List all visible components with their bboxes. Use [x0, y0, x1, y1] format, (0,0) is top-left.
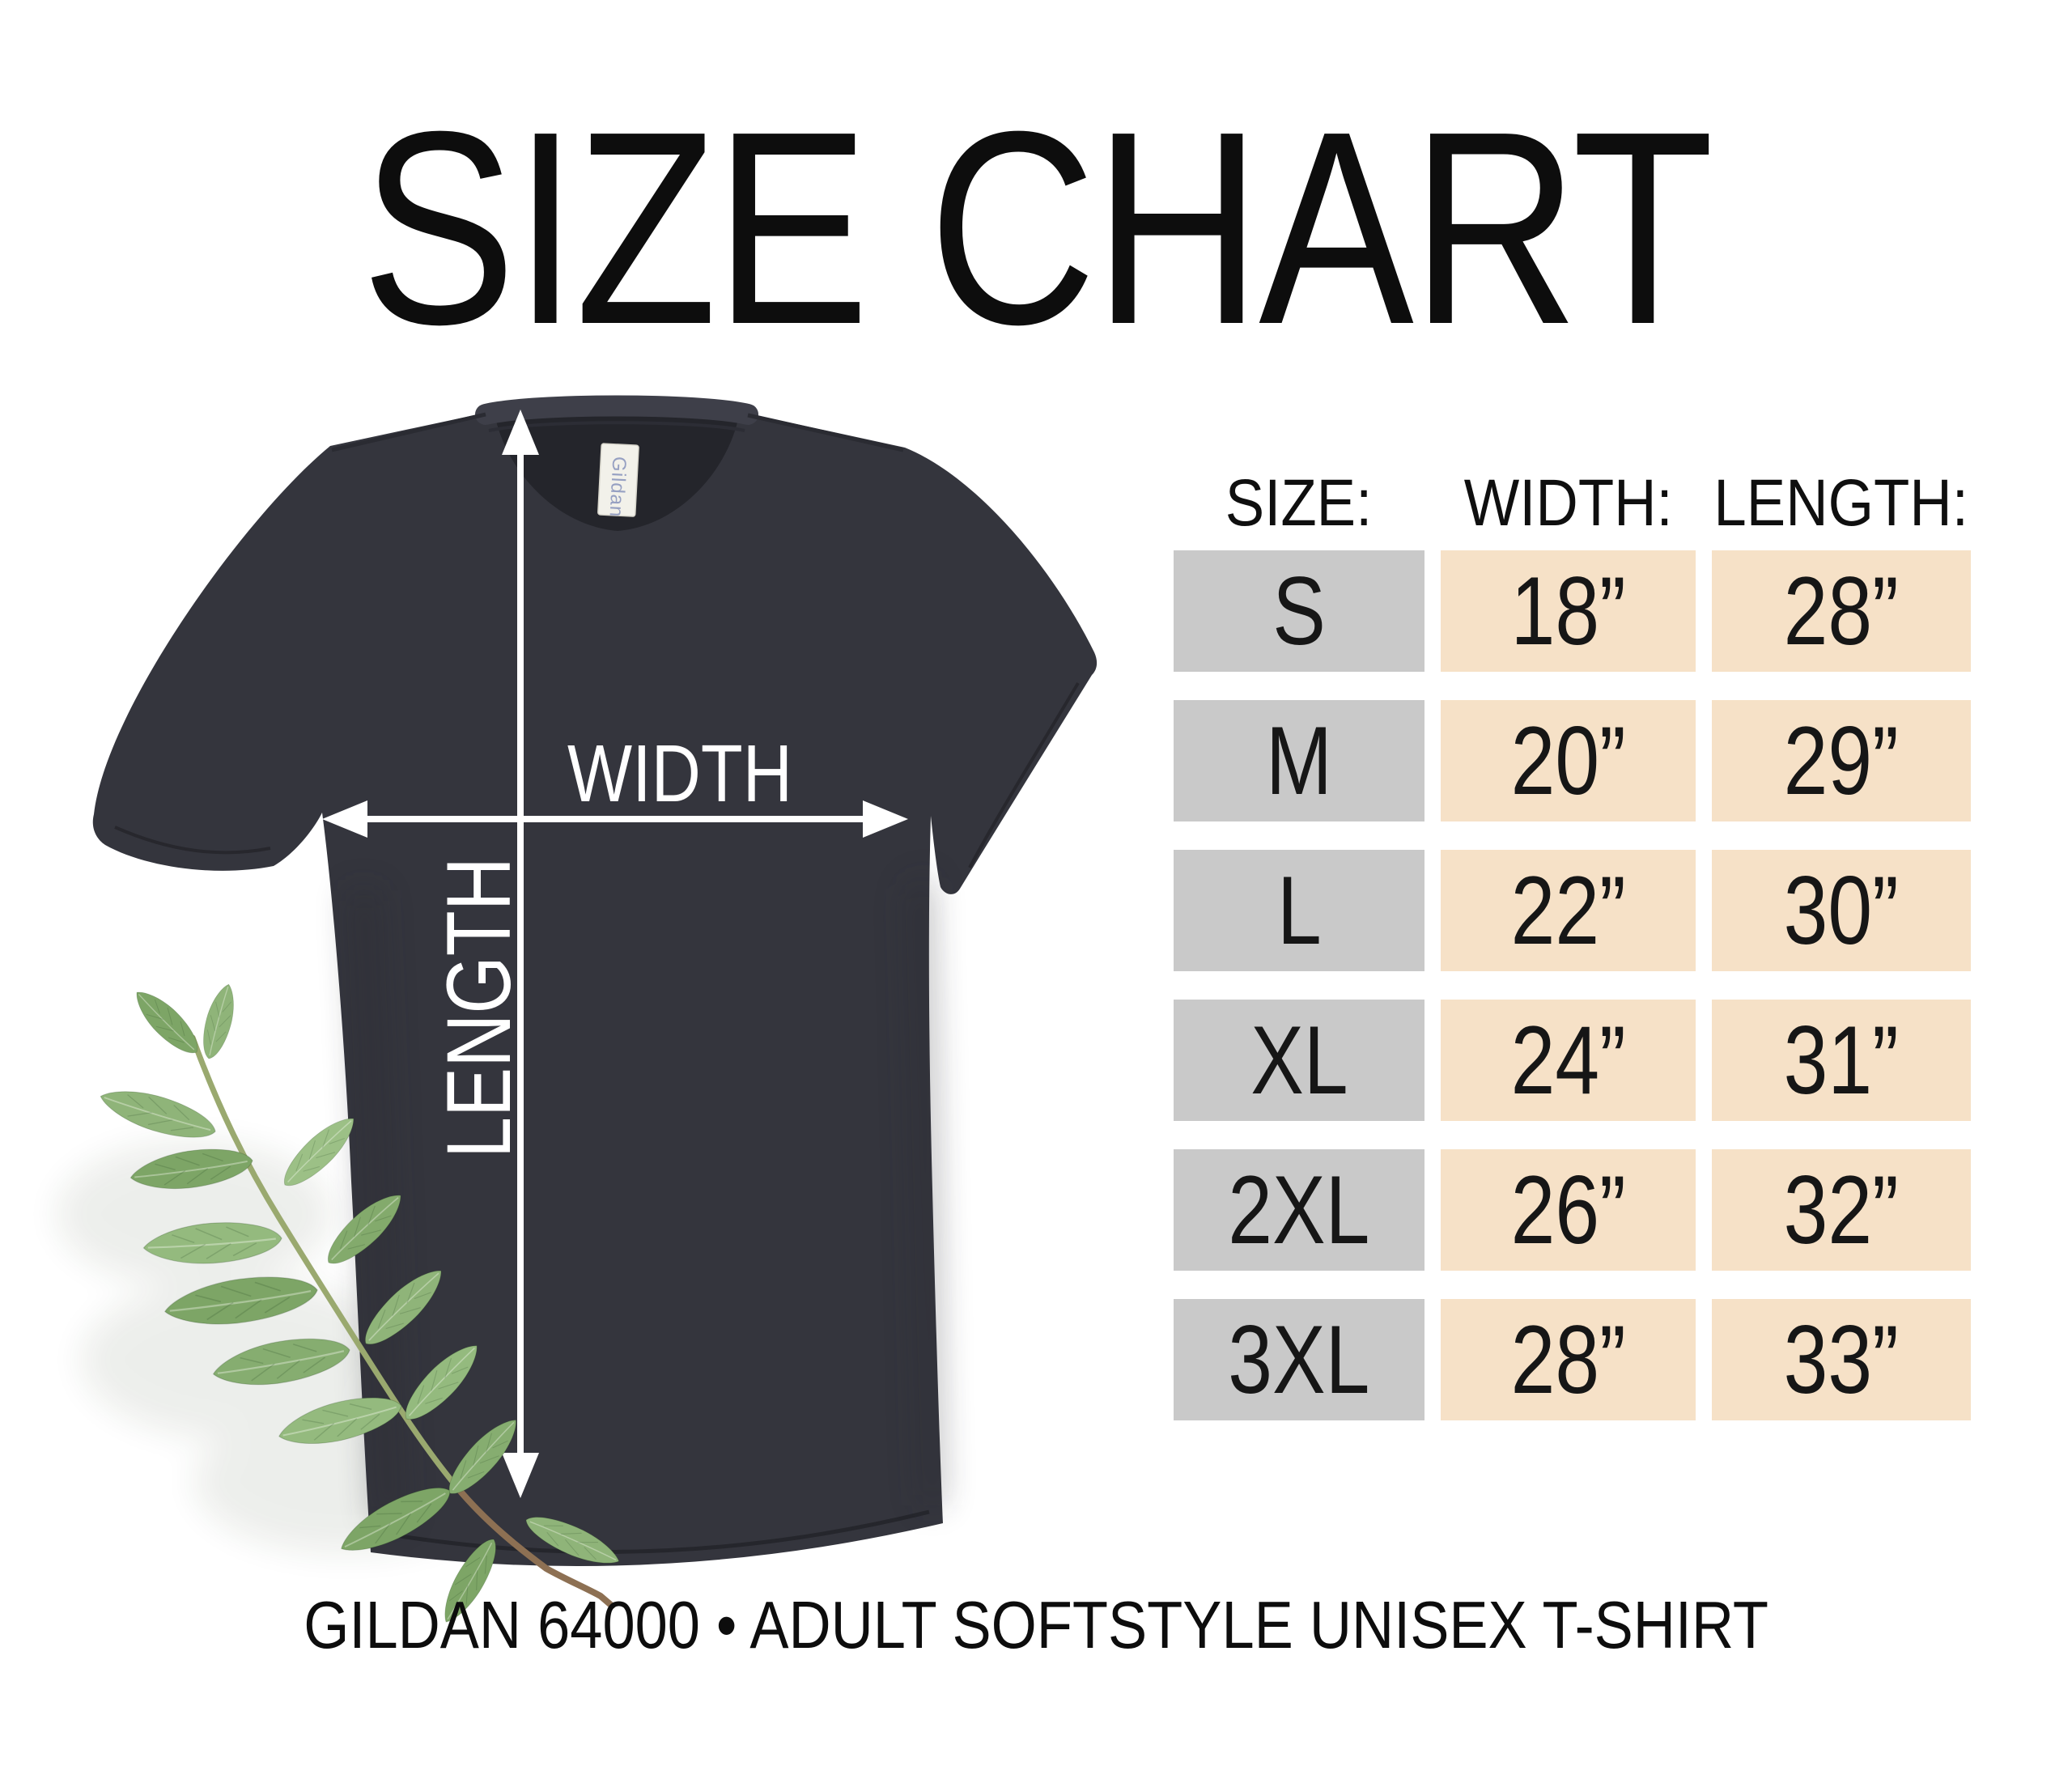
width-cell: 18”	[1441, 550, 1696, 672]
left-cuff-stitch	[114, 826, 271, 855]
length-arrow	[502, 410, 539, 1498]
width-cell: 22”	[1441, 850, 1696, 971]
length-label: LENGTH	[428, 857, 529, 1158]
page-title-text: SIZE CHART	[360, 74, 1714, 382]
header-width: WIDTH:	[1463, 466, 1673, 540]
size-table: SIZE: WIDTH: LENGTH: S 18” 28” M 20” 29”…	[1174, 465, 1971, 1424]
width-label: WIDTH	[567, 728, 792, 819]
size-table-header: SIZE: WIDTH: LENGTH:	[1174, 465, 1971, 537]
page-title: SIZE CHART	[0, 91, 2072, 366]
tshirt-body	[92, 405, 1098, 1566]
table-row: S 18” 28”	[1174, 550, 1971, 672]
length-cell: 31”	[1712, 1000, 1971, 1121]
width-arrow	[322, 800, 908, 838]
branch-twig	[454, 1484, 615, 1609]
product-caption: GILDAN 64000 • ADULT SOFTSTYLE UNISEX T-…	[0, 1588, 2072, 1662]
width-cell: 24”	[1441, 1000, 1696, 1121]
length-cell: 32”	[1712, 1149, 1971, 1271]
size-cell: S	[1174, 550, 1424, 672]
length-cell: 30”	[1712, 850, 1971, 971]
neck-label-brand: Gildan	[605, 456, 631, 518]
width-cell: 28”	[1441, 1299, 1696, 1420]
neck-label: Gildan	[597, 443, 639, 518]
table-row: 3XL 28” 33”	[1174, 1299, 1971, 1420]
width-cell: 26”	[1441, 1149, 1696, 1271]
width-cell: 20”	[1441, 700, 1696, 821]
size-cell: L	[1174, 850, 1424, 971]
product-caption-text: GILDAN 64000 • ADULT SOFTSTYLE UNISEX T-…	[304, 1587, 1768, 1662]
size-cell: XL	[1174, 1000, 1424, 1121]
length-cell: 28”	[1712, 550, 1971, 672]
right-cuff-stitch	[968, 681, 1080, 868]
length-cell: 33”	[1712, 1299, 1971, 1420]
hem-stitch	[389, 1509, 930, 1554]
size-cell: 2XL	[1174, 1149, 1424, 1271]
size-cell: M	[1174, 700, 1424, 821]
table-row: L 22” 30”	[1174, 850, 1971, 971]
table-row: M 20” 29”	[1174, 700, 1971, 821]
leaf-branch	[94, 980, 626, 1630]
length-cell: 29”	[1712, 700, 1971, 821]
table-row: XL 24” 31”	[1174, 1000, 1971, 1121]
header-size: SIZE:	[1225, 466, 1373, 540]
table-row: 2XL 26” 32”	[1174, 1149, 1971, 1271]
header-length: LENGTH:	[1713, 466, 1969, 540]
tshirt-graphic: Gildan	[92, 395, 1098, 1566]
size-cell: 3XL	[1174, 1299, 1424, 1420]
